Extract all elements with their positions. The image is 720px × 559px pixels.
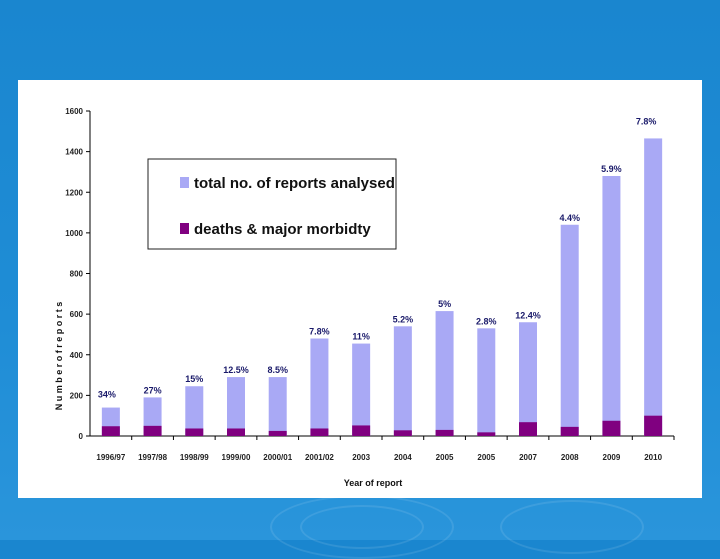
x-tick-label: 1997/98 (138, 453, 167, 462)
y-tick-label: 800 (70, 270, 84, 279)
percent-annotation: 15% (185, 374, 203, 384)
x-tick-label: 1998/99 (180, 453, 209, 462)
percent-annotation: 11% (352, 332, 370, 342)
legend-box (147, 158, 397, 250)
bar-deaths (268, 430, 287, 436)
x-tick-label: 2007 (519, 453, 537, 462)
percent-annotation: 7.8% (636, 116, 657, 126)
chart-panel: N u m b e r o f r e p o r t s Year of re… (18, 80, 702, 498)
bar-total (185, 386, 204, 436)
percent-annotation: 34% (98, 390, 116, 400)
x-tick-label: 2003 (352, 453, 370, 462)
bar-deaths (101, 426, 120, 436)
bar-deaths (644, 415, 663, 436)
bar-deaths (435, 429, 454, 436)
decorative-ripple (300, 505, 424, 549)
percent-annotation: 4.4% (559, 213, 580, 223)
bar-deaths (143, 425, 162, 436)
x-tick-label: 2005 (477, 453, 495, 462)
bar-deaths (310, 428, 329, 436)
bar-deaths (519, 422, 537, 436)
y-tick-label: 600 (70, 310, 84, 319)
percent-annotation: 5.2% (393, 314, 414, 324)
bar-total (519, 322, 537, 436)
bar-total (644, 138, 663, 436)
bar-total (602, 176, 621, 436)
percent-annotation: 2.8% (476, 316, 497, 326)
bar-deaths (352, 425, 371, 436)
y-axis-title: N u m b e r o f r e p o r t s (54, 302, 64, 411)
bar-deaths (477, 432, 496, 436)
decorative-ripple (500, 500, 644, 554)
x-tick-label: 2009 (603, 453, 621, 462)
x-tick-label: 2010 (644, 453, 662, 462)
bar-chart: N u m b e r o f r e p o r t s Year of re… (54, 107, 675, 488)
x-tick-label: 1996/97 (96, 453, 125, 462)
x-tick-label: 2001/02 (305, 453, 334, 462)
bar-deaths (227, 428, 245, 436)
y-tick-label: 1600 (65, 107, 83, 116)
percent-annotation: 5.9% (601, 164, 622, 174)
bar-total (435, 311, 454, 436)
legend-swatch-deaths (180, 223, 189, 234)
x-tick-label: 1999/00 (222, 453, 251, 462)
bar-total (393, 326, 412, 436)
bar-total (560, 224, 579, 436)
bar-total (352, 343, 371, 436)
legend-label-deaths: deaths & major morbidty (194, 221, 371, 238)
legend-swatch-total (180, 177, 189, 188)
bar-total (310, 338, 329, 436)
y-tick-label: 1200 (65, 188, 83, 197)
x-axis-title: Year of report (344, 478, 403, 488)
bar-total (227, 377, 245, 436)
percent-annotation: 27% (144, 385, 162, 395)
bar-deaths (393, 430, 412, 436)
y-tick-label: 0 (79, 432, 84, 441)
x-tick-label: 2005 (436, 453, 454, 462)
y-tick-label: 1000 (65, 229, 83, 238)
x-tick-label: 2004 (394, 453, 412, 462)
bar-total (477, 328, 496, 436)
percent-annotation: 7.8% (309, 327, 330, 337)
y-tick-label: 1400 (65, 148, 83, 157)
legend-label-total: total no. of reports analysed (194, 175, 395, 192)
bar-total (268, 377, 287, 436)
y-tick-label: 400 (70, 351, 84, 360)
bar-deaths (185, 428, 204, 436)
bar-deaths (560, 426, 579, 436)
bar-deaths (602, 420, 621, 436)
x-tick-label: 2000/01 (263, 453, 292, 462)
percent-annotation: 12.5% (223, 365, 249, 375)
y-tick-label: 200 (70, 391, 84, 400)
percent-annotation: 8.5% (267, 365, 288, 375)
percent-annotation: 12.4% (515, 310, 541, 320)
legend: total no. of reports analysed deaths & m… (147, 158, 397, 250)
x-tick-label: 2008 (561, 453, 579, 462)
percent-annotation: 5% (438, 299, 451, 309)
